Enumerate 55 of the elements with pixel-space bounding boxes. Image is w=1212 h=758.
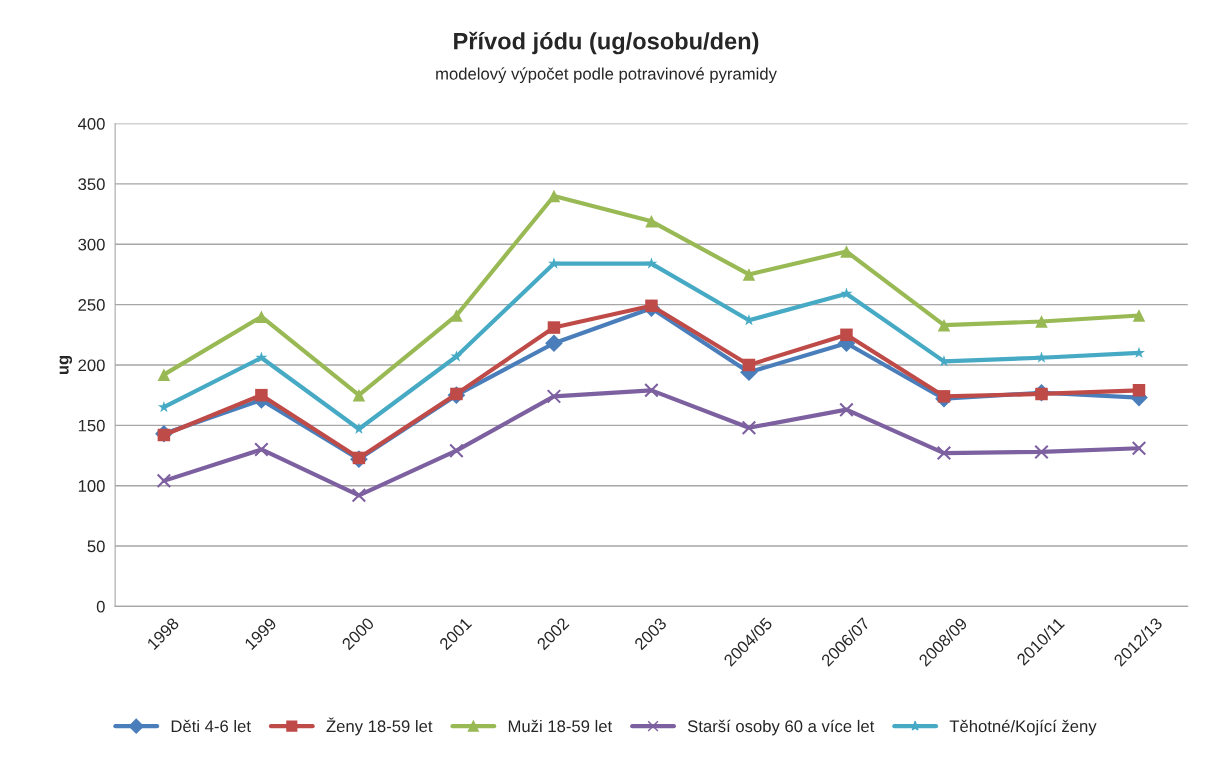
point (645, 257, 658, 269)
legend-label: Děti 4-6 let (171, 719, 251, 733)
point (352, 388, 366, 402)
point (545, 334, 563, 353)
point (1132, 309, 1146, 322)
legend-label: Muži 18-59 let (508, 719, 613, 733)
chart-title: Přívod jódu (ug/osobu/den) (454, 31, 759, 55)
legend-label: Starší osoby 60 a více let (687, 719, 875, 736)
point (157, 368, 171, 381)
legend-label: Těhotné/Kojící ženy (949, 719, 1097, 736)
legend-label: Ženy 18-59 let (326, 717, 433, 736)
point (547, 321, 561, 334)
y-tick-label: 200 (78, 359, 105, 372)
y-tick-label: 100 (78, 480, 105, 492)
y-tick-label: 250 (78, 299, 105, 311)
point (254, 442, 269, 457)
chart-subtitle: modelový výpočet podle potravinové pyramidy (436, 67, 777, 84)
point (645, 299, 658, 313)
point (839, 402, 854, 417)
point (840, 287, 853, 299)
point (352, 422, 365, 435)
point (937, 318, 951, 332)
point (741, 420, 757, 436)
y-tick-label: 300 (78, 238, 105, 251)
y-tick-label: 150 (78, 419, 105, 432)
point (450, 309, 463, 322)
point (255, 351, 268, 363)
point (938, 355, 950, 367)
point (644, 383, 659, 398)
y-tick-label: 400 (78, 117, 105, 130)
y-tick-label: 50 (87, 540, 105, 553)
point (1035, 315, 1048, 328)
point (742, 268, 756, 281)
point (255, 388, 268, 402)
point (936, 445, 952, 461)
point (1034, 444, 1049, 460)
point (937, 390, 951, 403)
point (351, 488, 367, 503)
point (546, 389, 562, 404)
y-tick-label: 350 (78, 178, 105, 191)
y-tick-label: 0 (96, 600, 105, 613)
point (449, 443, 464, 458)
point (450, 350, 463, 362)
point (1131, 440, 1147, 456)
point (1132, 384, 1146, 397)
point (840, 328, 853, 342)
y-axis-title: ug (59, 355, 73, 375)
point (156, 473, 172, 489)
point (840, 245, 853, 258)
point (157, 428, 171, 442)
point (1035, 351, 1048, 363)
point (547, 189, 561, 203)
point (645, 215, 658, 228)
point (742, 358, 756, 372)
point (1035, 387, 1048, 401)
